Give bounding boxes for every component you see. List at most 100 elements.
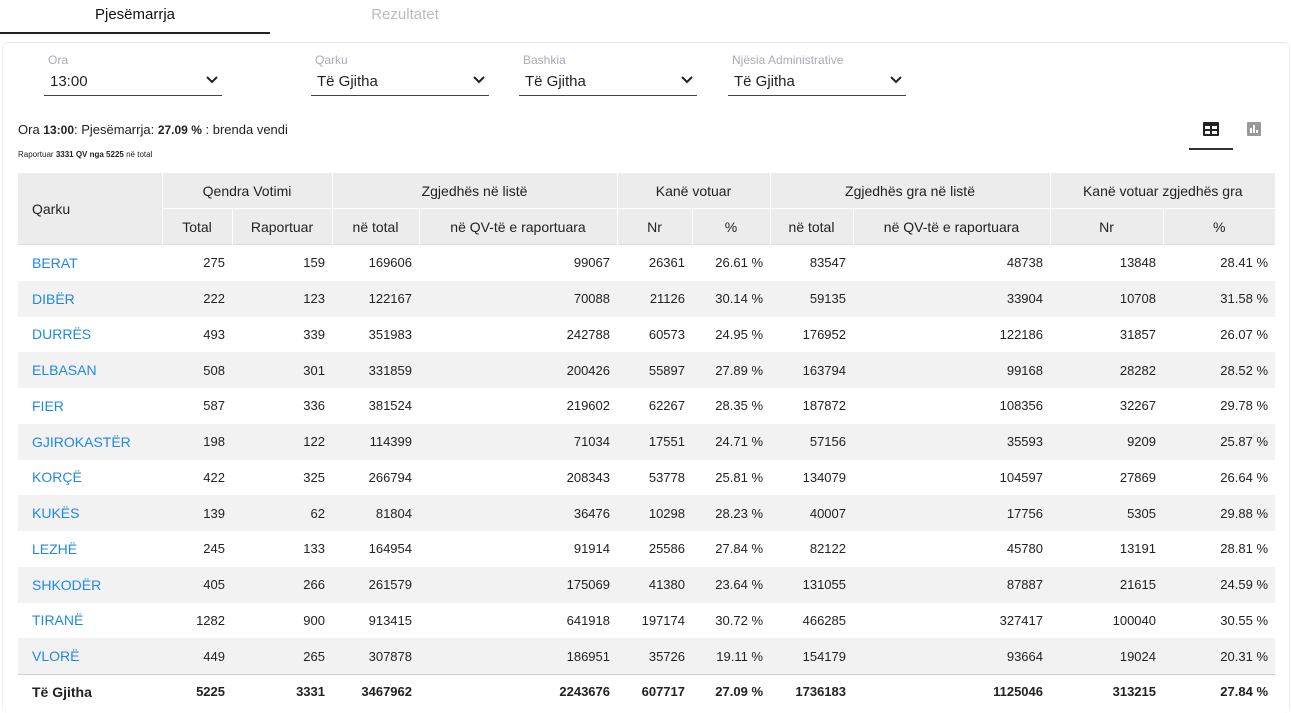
cell: 13848 [1050, 243, 1163, 281]
cell: 30.14 % [692, 280, 770, 317]
region-name[interactable]: DURRËS [32, 326, 92, 343]
cell: 24.71 % [692, 423, 770, 460]
cell: 53778 [648, 469, 685, 485]
cell: 336 [303, 398, 325, 414]
cell: 27.89 % [692, 352, 770, 388]
cell: 91914 [573, 541, 610, 557]
cell: 82122 [809, 541, 846, 557]
cell: 381524 [368, 398, 412, 414]
cell: 104597 [999, 469, 1043, 485]
text: : brenda vendi [205, 122, 288, 137]
table-row: Të Gjitha 5225 3331 3467962 2243676 607717 27.… [18, 674, 1275, 708]
cell: 200426 [419, 352, 617, 388]
cell: 114399 [332, 423, 419, 460]
cell: 198 [162, 423, 232, 460]
region-name[interactable]: FIER [32, 397, 64, 414]
cell: 99168 [853, 352, 1050, 388]
dropdown[interactable]: Njësia Administrative Të Gjitha [728, 53, 906, 96]
table-view-button[interactable] [1189, 114, 1233, 150]
cell: 100040 [1112, 612, 1156, 628]
column-header: në total [331, 208, 419, 245]
cell: 10298 [617, 495, 692, 531]
region-name[interactable]: LEZHË [32, 540, 78, 557]
column-group-header: Kanë votuar [616, 173, 770, 209]
region-name[interactable]: GJIROKASTËR [18, 423, 162, 460]
column-group-header: Zgjedhës në listë [331, 173, 617, 209]
chevron [473, 76, 485, 84]
cell: 26361 [617, 243, 692, 281]
cell: 164954 [368, 541, 412, 557]
cell: 587 [203, 398, 225, 414]
cell: 33904 [853, 280, 1050, 317]
region-name[interactable]: KUKËS [18, 495, 162, 531]
region-name[interactable]: KORÇË [32, 469, 82, 486]
table-row: KORÇË 422 325 266794 208343 53778 25.81 % 13407… [18, 460, 1275, 496]
dropdown-value: Të Gjitha [525, 73, 586, 90]
cell: 163794 [770, 352, 853, 388]
table-row: LEZHË 245 133 164954 91914 25586 27.84 % 82122 4… [18, 531, 1275, 567]
cell: 219602 [566, 398, 610, 414]
cell: 222 [162, 280, 232, 317]
chart-view-button[interactable] [1233, 114, 1277, 148]
cell: 313215 [1050, 674, 1163, 708]
column-header: % [1162, 208, 1275, 245]
column-group-header: Qendra Votimi [161, 173, 332, 209]
reported-note: Raportuar 3331 QV nga 5225 në total [18, 150, 152, 159]
cell: 21615 [1050, 566, 1163, 603]
cell: 23.64 % [692, 566, 770, 603]
cell: 41380 [617, 566, 692, 603]
table-row: BERAT 275 159 169606 99067 26361 26.61 % 83547 4… [18, 243, 1275, 281]
cell: 134079 [802, 469, 846, 485]
cell: 133 [303, 541, 325, 557]
cell: 29.88 % [1163, 495, 1275, 531]
chart-icon [1247, 122, 1261, 136]
panel [2, 42, 1290, 713]
cell: 59135 [770, 280, 853, 317]
cell: 71034 [419, 423, 617, 460]
region-name[interactable]: ELBASAN [18, 352, 162, 388]
dropdown[interactable]: Ora 13:00 [44, 53, 222, 96]
cell: 27.84 % [715, 541, 763, 557]
dropdown[interactable]: Qarku Të Gjitha [311, 53, 489, 96]
cell: 169606 [332, 243, 419, 281]
cell: 508 [162, 352, 232, 388]
cell: 187872 [802, 398, 846, 414]
cell: 99067 [419, 243, 617, 281]
cell: 26.07 % [1220, 326, 1268, 342]
region-name[interactable]: TIRANË [32, 612, 84, 629]
region-name[interactable]: BERAT [18, 243, 162, 281]
table-row: DURRËS 493 339 351983 242788 60573 24.95 % 1769… [18, 317, 1275, 353]
header-row: Qarku Qendra Votimi Zgjedhës në listë Kanë … [18, 173, 1275, 245]
cell: 327417 [999, 612, 1043, 628]
cell: 17756 [853, 495, 1050, 531]
cell: 25.81 % [715, 469, 763, 485]
cell: 87887 [853, 566, 1050, 603]
column-header: % [691, 208, 770, 245]
tab[interactable]: Rezultatet [371, 6, 439, 23]
cell: 331859 [332, 352, 419, 388]
table-row: TIRANË 1282 900 913415 641918 197174 30.72 % 46… [18, 603, 1275, 639]
dropdown-label: Ora [48, 53, 69, 67]
region-name[interactable]: SHKODËR [18, 566, 162, 603]
cell: 186951 [419, 638, 617, 675]
cell: 19024 [1050, 638, 1163, 675]
table-row: FIER 587 336 381524 219602 62267 28.35 % 187872… [18, 388, 1275, 424]
cell: 466285 [802, 612, 846, 628]
text: në total [126, 150, 153, 159]
cell: 154179 [770, 638, 853, 675]
table-body: BERAT 275 159 169606 99067 26361 26.61 % 83547 4… [18, 243, 1275, 675]
cell: 449 [162, 638, 232, 675]
table-row: KUKËS 139 62 81804 36476 10298 28.23 % 40007 177… [18, 495, 1275, 531]
cell: 325 [303, 469, 325, 485]
reported-count: 3331 QV nga 5225 [55, 150, 124, 159]
region-name[interactable]: DIBËR [18, 280, 162, 317]
cell: 266794 [368, 469, 412, 485]
region-name: Të Gjitha [18, 674, 162, 708]
column-header: Nr [1049, 208, 1163, 245]
cell: 24.95 % [715, 326, 763, 342]
cell: 123 [232, 280, 332, 317]
region-name[interactable]: VLORË [18, 638, 162, 675]
tab[interactable]: Pjesëmarrja [0, 6, 270, 34]
dropdown-value: Të Gjitha [734, 73, 795, 90]
dropdown[interactable]: Bashkia Të Gjitha [519, 53, 697, 96]
